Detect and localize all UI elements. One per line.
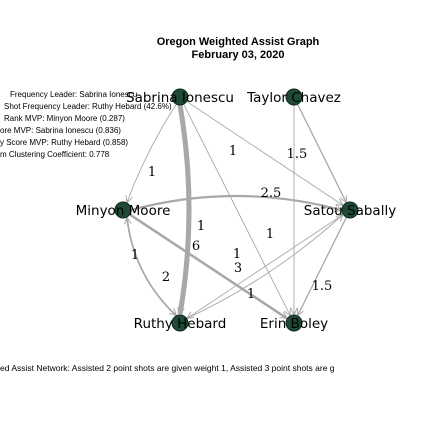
edge-weight-label: 1 [247,287,255,302]
nodes-layer [114,88,359,332]
edge-sabrina-erin [183,103,290,315]
stat-line: Frequency Leader: Sabrina Ionescu [10,90,137,99]
stat-line: Rank MVP: Minyon Moore (0.287) [4,114,125,123]
node-label-erin: Erin Boley [260,316,328,332]
edge-minyon-satou [130,194,341,210]
node-label-ruthy: Ruthy Hebard [134,316,227,332]
edge-ruthy-minyon [127,218,177,317]
edge-weight-label: 3 [234,261,242,276]
node-label-sabrina: Sabrina Ionescu [126,90,234,106]
edge-weight-label: 1 [131,248,139,263]
edge-weight-label: 1 [266,227,274,242]
edge-taylor-satou [296,103,346,202]
node-label-minyon: Minyon Moore [76,203,171,219]
edge-minyon-erin [128,213,287,320]
edge-sabrina-minyon [127,103,177,202]
edge-weight-label: 1 [148,165,156,180]
node-ruthy [171,314,189,332]
edge-ruthy-satou [186,215,343,319]
node-satou [341,201,359,219]
stat-line: y Score MVP: Ruthy Hebard (0.858) [0,138,128,147]
edge-satou-ruthy [187,214,344,318]
node-label-satou: Satou Sabally [304,203,396,219]
edge-weight-label: 1 [197,219,205,234]
edge-sabrina-satou [186,101,343,205]
graph-title: Oregon Weighted Assist Graph [157,36,320,48]
edge-weight-label: 1 [229,144,237,159]
graph-subtitle: February 03, 2020 [192,49,285,61]
edge-weight-label: 6 [192,239,200,254]
node-sabrina [171,88,189,106]
edge-sabrina-ruthy [180,104,192,314]
edge-weight-label: 2 [162,270,170,285]
edge-satou-erin [298,216,348,315]
node-taylor [285,88,303,106]
edge-weight-label: 2.5 [261,186,282,201]
node-minyon [114,201,132,219]
node-label-taylor: Taylor Chavez [246,90,341,106]
node-labels-layer: Sabrina Ionescu Taylor Chavez Minyon Moore… [76,90,397,332]
edge-minyon-ruthy [126,217,176,315]
stat-line: ore MVP: Sabrina Ionescu (0.836) [0,126,121,135]
stats-box: Frequency Leader: Sabrina Ionescu Shot F… [0,90,172,159]
edge-weight-label: 1.5 [312,279,333,294]
edges-layer [126,101,348,320]
node-erin [285,314,303,332]
stat-line: m Clustering Coefficient: 0.778 [0,150,110,159]
edge-weight-label: 1.5 [287,147,308,162]
edge-weight-label: 1 [233,247,241,262]
stat-line: Shot Frequency Leader: Ruthy Hebard (42.… [4,102,172,111]
graph-caption: ed Assist Network: Assisted 2 point shot… [0,363,335,373]
